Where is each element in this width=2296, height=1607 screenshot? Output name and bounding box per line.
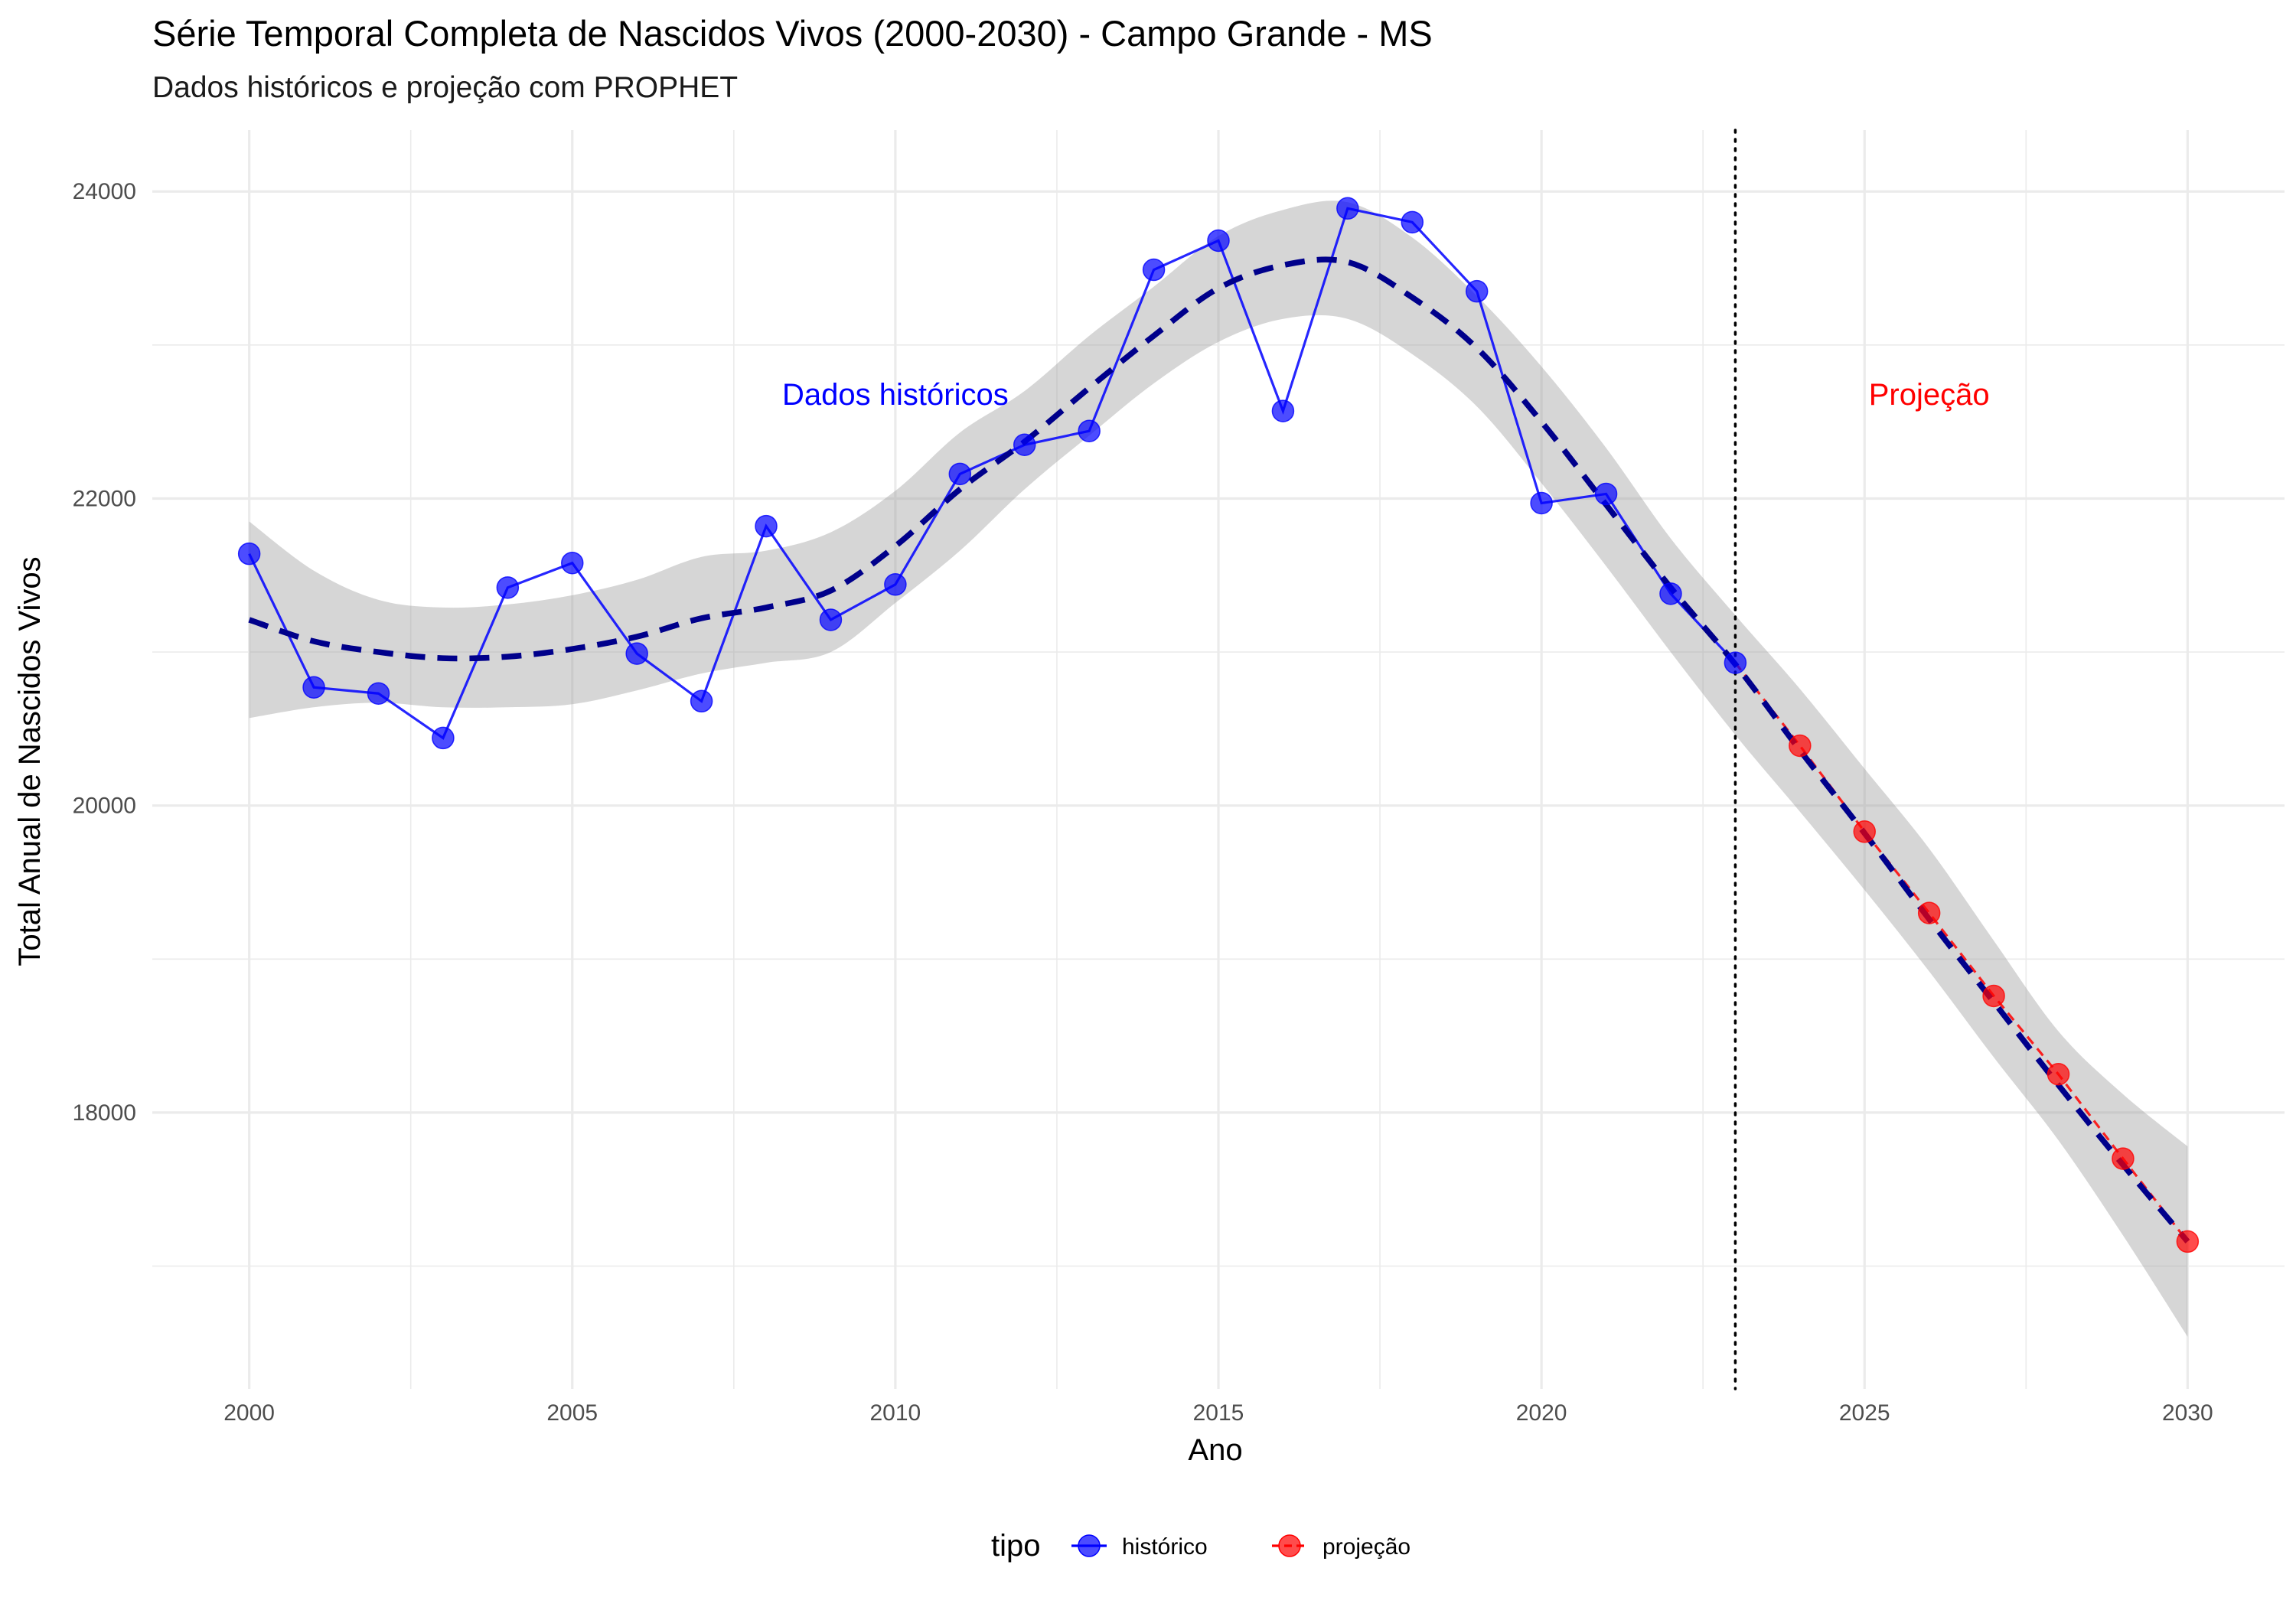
data-point [1594,482,1618,506]
data-point [2047,1063,2070,1086]
data-point [1465,279,1489,303]
data-point [1207,229,1230,253]
chart-title: Série Temporal Completa de Nascidos Vivo… [152,13,1433,54]
data-point [2176,1230,2200,1253]
series-line-0 [248,207,1737,740]
data-point [1853,820,1876,843]
data-point [561,551,584,575]
legend-items: histórico projeção [1071,1534,1411,1560]
data-point [948,462,972,486]
y-axis-ticks: 18000 20000 22000 24000 [73,179,136,1126]
y-tick-label: 24000 [73,179,136,204]
x-tick-label: 2000 [223,1400,275,1426]
legend-title: tipo [991,1529,1041,1563]
plot-area: Dados históricos Projeção [152,129,2285,1390]
data-point [1013,433,1036,456]
trend-path [248,256,2190,1244]
x-tick-label: 2010 [870,1400,921,1426]
legend: tipo histórico projeção [991,1529,1411,1563]
data-point [1530,491,1553,515]
data-point [2112,1147,2135,1170]
y-tick-label: 20000 [73,794,136,819]
annotation-label: Dados históricos [782,378,1009,412]
annotation-label: Projeção [1869,378,1990,412]
y-axis-title: Total Anual de Nascidos Vivos [13,556,47,966]
x-tick-label: 2025 [1839,1400,1890,1426]
data-point [1336,197,1359,220]
trend-line [248,256,2190,1244]
data-point [884,573,907,596]
data-point [1078,419,1101,442]
y-tick-label: 18000 [73,1100,136,1126]
chart-subtitle: Dados históricos e projeção com PROPHET [152,71,738,104]
y-tick-label: 22000 [73,486,136,511]
annotations: Dados históricos Projeção [782,378,1990,412]
legend-key-point [1278,1534,1301,1557]
series-points [237,197,2200,1253]
data-point [690,689,713,713]
data-point [625,642,648,665]
x-tick-label: 2020 [1516,1400,1567,1426]
data-point [755,514,778,538]
data-point [1401,210,1424,234]
data-point [1789,734,1812,758]
data-point [819,608,843,631]
confidence-band [249,200,2188,1337]
legend-key-point [1078,1534,1101,1557]
x-axis-ticks: 2000 2005 2010 2015 2020 2025 2030 [223,1400,2213,1426]
x-tick-label: 2015 [1193,1400,1244,1426]
data-point [1142,258,1166,282]
data-point [1659,582,1682,605]
data-point [432,726,455,750]
data-point [1271,399,1295,422]
data-point [1917,901,1941,924]
data-point [1724,651,1747,674]
grid-major [152,130,2285,1389]
x-tick-label: 2030 [2162,1400,2213,1426]
x-axis-title: Ano [1188,1433,1242,1467]
data-point [496,576,520,599]
confidence-ribbon [249,200,2188,1337]
data-point [367,682,390,705]
x-tick-label: 2005 [546,1400,598,1426]
legend-label: projeção [1322,1534,1411,1560]
data-point [1982,984,2005,1008]
legend-label: histórico [1122,1534,1208,1560]
data-point [302,676,325,699]
data-point [237,542,261,566]
